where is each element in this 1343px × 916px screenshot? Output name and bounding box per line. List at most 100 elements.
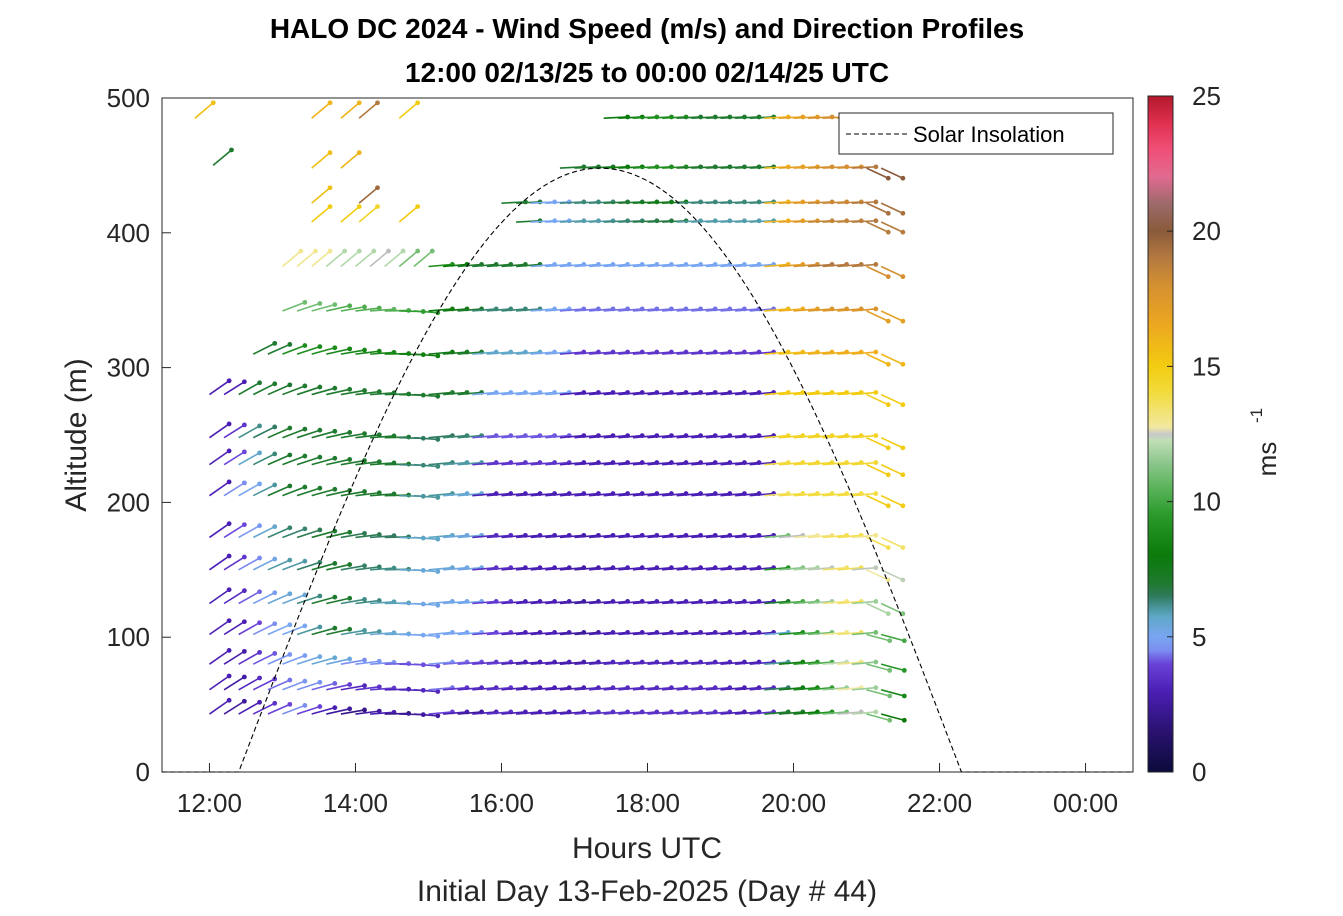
wind-barb-head bbox=[887, 667, 893, 673]
wind-barb-head bbox=[332, 486, 338, 492]
wind-barb-shaft bbox=[764, 492, 789, 497]
wind-barb-head bbox=[362, 489, 367, 494]
wind-barb-shaft bbox=[632, 534, 657, 539]
wind-barb bbox=[340, 150, 362, 169]
wind-barb-head bbox=[317, 679, 323, 685]
wind-barb-shaft bbox=[516, 391, 541, 396]
wind-barb-shaft bbox=[355, 630, 380, 636]
wind-barb-shaft bbox=[559, 711, 584, 715]
wind-barb-head bbox=[302, 703, 308, 708]
colorbar-label-unit: ms bbox=[1252, 442, 1282, 477]
wind-barb-shaft bbox=[238, 701, 260, 715]
wind-barb bbox=[282, 653, 308, 665]
wind-barb-shaft bbox=[486, 461, 511, 466]
wind-barb-head bbox=[347, 457, 353, 462]
wind-barb-head bbox=[435, 569, 441, 574]
wind-barb-shaft bbox=[370, 435, 395, 439]
wind-barb-shaft bbox=[808, 434, 833, 439]
wind-barb bbox=[296, 454, 323, 466]
wind-barb bbox=[252, 381, 278, 396]
wind-barb bbox=[866, 663, 893, 673]
wind-barb-shaft bbox=[501, 351, 526, 355]
wind-barb-shaft bbox=[267, 624, 291, 636]
wind-barb-head bbox=[342, 248, 348, 254]
wind-barb-head bbox=[435, 464, 441, 469]
wind-barb-shaft bbox=[252, 652, 276, 665]
wind-barb-shaft bbox=[589, 566, 614, 571]
wind-barb-shaft bbox=[749, 351, 774, 355]
wind-barb bbox=[851, 262, 879, 268]
wind-barb-head bbox=[885, 545, 891, 550]
wind-barb-shaft bbox=[282, 528, 306, 539]
wind-barb bbox=[413, 713, 441, 719]
colorbar-label-exponent: -1 bbox=[1247, 408, 1266, 423]
wind-barb-shaft bbox=[443, 308, 468, 312]
wind-barb bbox=[311, 705, 338, 715]
wind-barb-shaft bbox=[589, 492, 614, 497]
wind-barb-shaft bbox=[574, 434, 599, 439]
wind-barb bbox=[880, 713, 907, 723]
wind-barb-shaft bbox=[749, 711, 774, 715]
wind-barb-shaft bbox=[720, 391, 745, 396]
wind-barb bbox=[252, 556, 278, 571]
wind-barb-shaft bbox=[296, 429, 321, 439]
wind-barb-shaft bbox=[282, 486, 306, 497]
wind-barb-shaft bbox=[880, 310, 904, 322]
colorbar bbox=[1147, 95, 1174, 773]
wind-barb-shaft bbox=[457, 351, 482, 355]
x-tick-label: 18:00 bbox=[615, 788, 680, 818]
wind-barb-head bbox=[332, 385, 338, 391]
wind-barb-shaft bbox=[822, 711, 847, 715]
wind-barb-shaft bbox=[662, 711, 687, 715]
wind-barb bbox=[223, 522, 247, 539]
wind-barb bbox=[413, 436, 441, 442]
wind-barb-head bbox=[376, 564, 382, 570]
wind-barb-head bbox=[435, 353, 441, 359]
wind-barb bbox=[340, 530, 367, 539]
wind-barb bbox=[866, 633, 893, 644]
wind-barb-shaft bbox=[735, 351, 760, 355]
wind-barb-shaft bbox=[837, 391, 862, 396]
wind-barb-shaft bbox=[267, 679, 291, 691]
wind-barb-shaft bbox=[866, 602, 889, 615]
wind-barb-shaft bbox=[880, 536, 904, 549]
wind-barb-shaft bbox=[705, 391, 730, 396]
wind-barb-shaft bbox=[486, 566, 511, 571]
wind-barb-shaft bbox=[632, 631, 657, 636]
wind-barb-head bbox=[241, 449, 247, 455]
wind-barb-shaft bbox=[457, 308, 482, 312]
wind-barb bbox=[267, 677, 293, 691]
wind-barb bbox=[311, 680, 338, 691]
wind-barb bbox=[267, 701, 293, 715]
wind-barb-shaft bbox=[735, 534, 760, 539]
wind-barb bbox=[358, 185, 380, 204]
wind-barb-shaft bbox=[574, 534, 599, 539]
wind-barb-shaft bbox=[632, 600, 657, 605]
wind-barb-shaft bbox=[443, 711, 468, 715]
wind-barb bbox=[296, 248, 318, 268]
wind-barb-shaft bbox=[545, 600, 570, 605]
wind-barb-shaft bbox=[720, 600, 745, 605]
wind-barb bbox=[880, 393, 906, 408]
wind-barb-shaft bbox=[486, 263, 511, 268]
wind-barb-shaft bbox=[370, 308, 395, 312]
wind-barb-shaft bbox=[486, 391, 511, 396]
chart-subtitle: 12:00 02/13/25 to 00:00 02/14/25 UTC bbox=[405, 57, 889, 88]
wind-barb-shaft bbox=[252, 702, 276, 715]
wind-barb bbox=[358, 204, 380, 223]
wind-barb-shaft bbox=[340, 659, 365, 665]
wind-barb-shaft bbox=[574, 566, 599, 571]
wind-barb-shaft bbox=[705, 711, 730, 715]
wind-barb-shaft bbox=[822, 631, 847, 636]
wind-barb-shaft bbox=[822, 600, 847, 605]
wind-barb-shaft bbox=[851, 351, 876, 355]
wind-barb-shaft bbox=[589, 631, 614, 636]
wind-barb-shaft bbox=[647, 492, 672, 497]
wind-barb bbox=[413, 248, 435, 268]
wind-barb bbox=[880, 633, 907, 644]
wind-barb-head bbox=[317, 559, 323, 565]
wind-barb bbox=[413, 569, 441, 574]
wind-barb-head bbox=[362, 597, 367, 602]
wind-barb-shaft bbox=[618, 661, 643, 665]
wind-barb-shaft bbox=[705, 351, 730, 355]
